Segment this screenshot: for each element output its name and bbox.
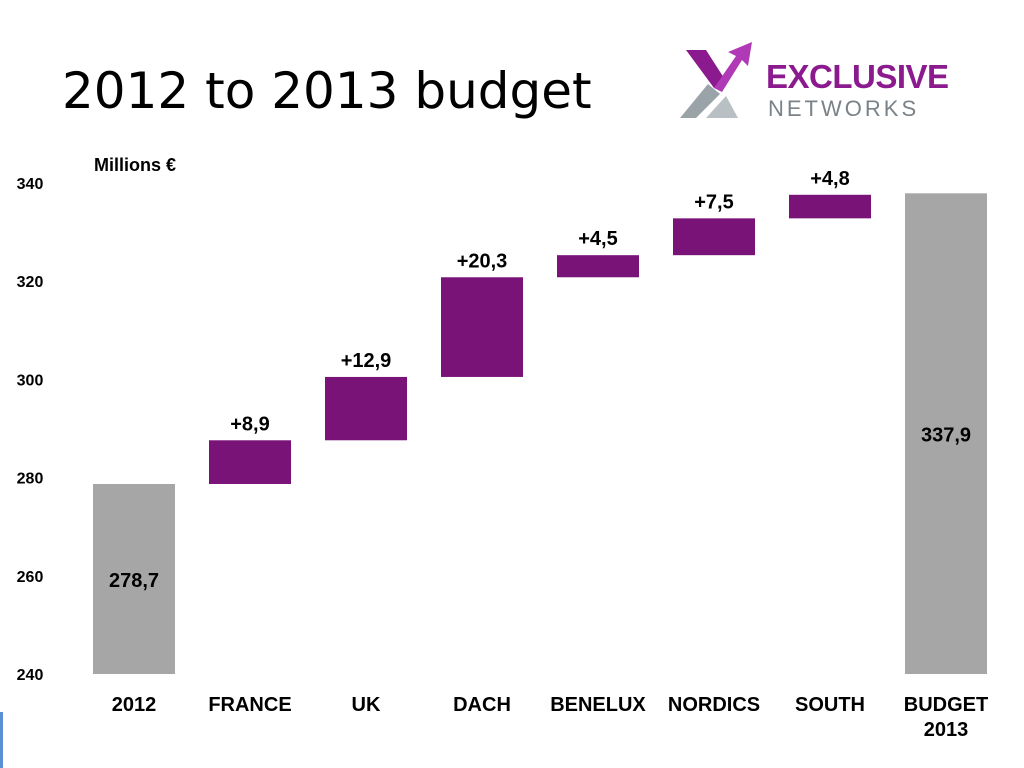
bar-value-label: +8,9: [230, 413, 269, 435]
increase-bar: [325, 376, 407, 441]
bars: [93, 193, 987, 674]
arrow-x-logo-icon: [680, 42, 752, 118]
x-category-label: SOUTH: [795, 694, 865, 716]
bar-value-label: +20,3: [457, 250, 508, 272]
x-category-label: 2013: [924, 719, 969, 741]
bar-value-label: +7,5: [694, 191, 733, 213]
x-category-label: 2012: [112, 694, 157, 716]
increase-bar: [557, 255, 639, 278]
x-category-label: FRANCE: [208, 694, 291, 716]
bar-value-label: 278,7: [109, 570, 159, 592]
x-category-label: NORDICS: [668, 694, 760, 716]
y-axis-ticks: 240 260 280 300 320 340: [17, 176, 44, 684]
increase-bar: [789, 194, 871, 219]
logo-text-exclusive: EXCLUSIVE: [766, 58, 949, 95]
company-logo: EXCLUSIVE NETWORKS: [676, 38, 949, 124]
total-bar: [93, 483, 175, 674]
y-tick-label: 340: [17, 176, 44, 193]
y-tick-label: 300: [17, 372, 44, 389]
value-labels: 278,7 +8,9 +12,9 +20,3 +4,5 +7,5 +4,8 337,9: [109, 168, 971, 592]
y-tick-label: 320: [17, 274, 44, 291]
logo-text-networks: NETWORKS: [768, 96, 920, 121]
bar-value-label: +4,5: [578, 228, 617, 250]
x-category-label: BUDGET: [904, 694, 988, 716]
y-tick-label: 260: [17, 569, 44, 586]
left-accent-bar: [0, 712, 3, 768]
y-tick-label: 280: [17, 471, 44, 488]
increase-bar: [209, 440, 291, 484]
bar-value-label: +4,8: [810, 168, 849, 190]
increase-bar: [441, 277, 523, 377]
increase-bar: [673, 218, 755, 256]
total-bar: [905, 193, 987, 674]
slide-title: 2012 to 2013 budget: [62, 62, 592, 120]
y-tick-label: 240: [17, 667, 44, 684]
bar-value-label: +12,9: [341, 350, 392, 372]
unit-label: Millions €: [94, 155, 176, 175]
x-category-label: BENELUX: [550, 694, 646, 716]
bar-value-label: 337,9: [921, 425, 971, 447]
x-category-label: UK: [352, 694, 381, 716]
x-category-label: DACH: [453, 694, 511, 716]
x-axis-labels: 2012 FRANCE UK DACH BENELUX NORDICS SOUTH BUDGE…: [112, 694, 988, 741]
budget-waterfall-chart: Millions € 240 260 280 300 320 340 278,7 +8,9 +…: [17, 155, 989, 741]
